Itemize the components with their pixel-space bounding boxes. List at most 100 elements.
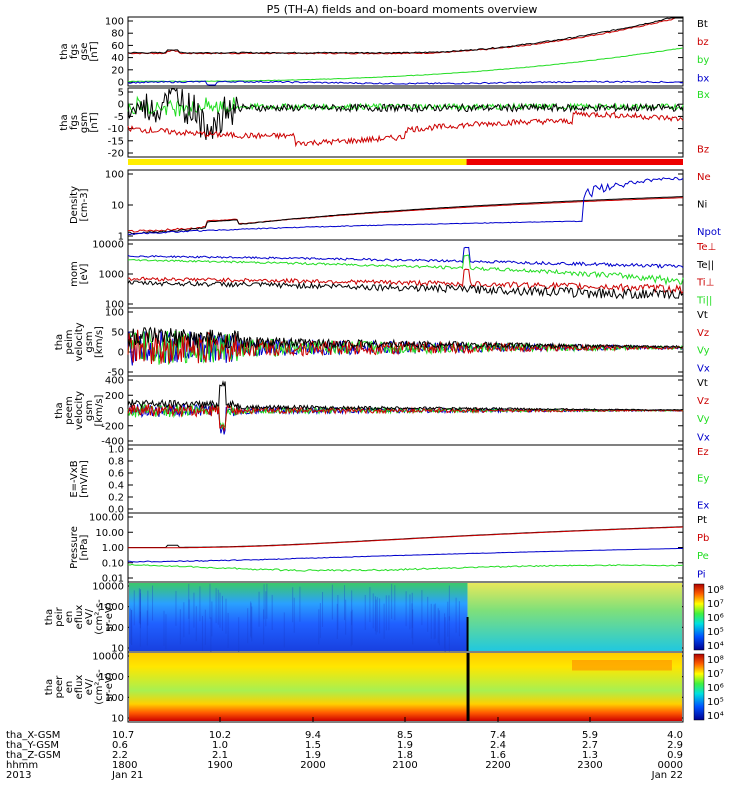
trace-bx bbox=[127, 80, 684, 86]
legend-pb: Pb bbox=[697, 533, 709, 544]
y-tick-label: 1.0 bbox=[108, 445, 124, 456]
footer-value: 2.1 bbox=[212, 750, 228, 761]
y-axis-label: sr-eV) bbox=[104, 602, 115, 631]
y-tick-label: 10.00 bbox=[95, 528, 124, 539]
legend-bt: Bt bbox=[697, 19, 708, 30]
spectrogram-texture bbox=[225, 598, 227, 634]
y-tick-label: 50 bbox=[111, 328, 124, 339]
spectrogram-texture bbox=[129, 608, 131, 644]
y-axis-label: eV/ bbox=[84, 678, 95, 695]
footer-value: 1.0 bbox=[212, 740, 228, 751]
trace-ne bbox=[128, 197, 684, 233]
y-tick-label: 100 bbox=[105, 693, 124, 704]
y-tick-label: 100.00 bbox=[89, 513, 124, 524]
footer-value: 4.0 bbox=[667, 730, 683, 741]
trace-npot bbox=[127, 176, 684, 236]
spectrogram-texture bbox=[163, 610, 165, 646]
footer-value: 0000 bbox=[658, 760, 683, 771]
y-tick-label: 0 bbox=[118, 348, 124, 359]
legend-by: by bbox=[697, 55, 709, 66]
footer-row-label: hhmm bbox=[6, 760, 38, 771]
spectrogram-texture bbox=[411, 603, 413, 639]
colorbar-label: 10⁴ bbox=[707, 641, 724, 652]
trace-vt bbox=[127, 326, 684, 350]
y-tick-label: 0 bbox=[118, 100, 124, 111]
y-axis-label: tha bbox=[59, 114, 70, 130]
legend-ez: Ez bbox=[697, 447, 709, 458]
spectrogram-texture bbox=[219, 592, 221, 628]
data-gap bbox=[466, 653, 470, 721]
spectrogram-texture bbox=[188, 599, 190, 635]
y-axis-label: velocity bbox=[74, 391, 85, 430]
legend-vt: Vt bbox=[697, 310, 708, 321]
panel-10: 10000 1000 100 10 tha peer en eflux eV/(cm²-s-sr… bbox=[44, 651, 724, 725]
spectrogram-texture bbox=[412, 609, 414, 645]
y-axis-label: sr-eV) bbox=[104, 672, 115, 701]
spectrogram-texture bbox=[201, 615, 203, 651]
y-tick-label: 100 bbox=[105, 308, 124, 319]
spectrogram-texture bbox=[217, 589, 219, 625]
trace-bz-gsm bbox=[127, 109, 684, 148]
y-tick-label: 200 bbox=[105, 391, 124, 402]
spectrogram-texture bbox=[351, 609, 353, 645]
footer-value: 2200 bbox=[485, 760, 510, 771]
y-axis-label: [nT] bbox=[89, 112, 100, 132]
y-tick-label: 10 bbox=[111, 644, 124, 655]
y-tick-label: 5 bbox=[118, 88, 124, 99]
panel-frame bbox=[127, 444, 684, 514]
panel-2: 50-5-10-15 -20 tha fgs gsm [nT] Bx Bz bbox=[59, 87, 710, 165]
panel-4: 10000 1000 100 mom [eV] Te⊥ Te|| Ti⊥ Ti|| bbox=[69, 239, 716, 311]
spectrogram-texture bbox=[133, 590, 135, 626]
colorbar-label: 10⁵ bbox=[707, 627, 724, 638]
y-tick-label: 1000 bbox=[99, 602, 124, 613]
y-axis-label: en bbox=[64, 611, 75, 624]
spectrogram-texture bbox=[331, 584, 333, 620]
spectrogram-texture bbox=[188, 583, 190, 619]
spectrogram-texture bbox=[421, 590, 423, 626]
footer-value: 1.9 bbox=[305, 750, 321, 761]
spectrogram-texture bbox=[147, 590, 149, 626]
spectrogram-texture bbox=[131, 610, 133, 646]
legend-bx: bx bbox=[697, 73, 709, 84]
y-axis-label: peir bbox=[54, 606, 65, 626]
y-axis-label: peer bbox=[54, 675, 65, 699]
footer-value: 1.5 bbox=[305, 740, 321, 751]
y-tick-label: 40 bbox=[111, 53, 124, 64]
footer-value: 1.9 bbox=[397, 740, 413, 751]
y-axis-label: gsm bbox=[84, 331, 95, 352]
footer-value: 10.7 bbox=[112, 730, 134, 741]
trace-ti-para bbox=[127, 254, 684, 286]
trace-by-gsm bbox=[127, 87, 684, 140]
spectrogram-texture bbox=[131, 609, 133, 645]
legend-ne: Ne bbox=[697, 172, 711, 183]
y-axis-label: peem bbox=[64, 396, 75, 424]
trace-pb bbox=[128, 526, 684, 549]
y-tick-label: 60 bbox=[111, 41, 124, 52]
mode-bar-fast bbox=[466, 159, 683, 165]
y-tick-label: 0.10 bbox=[102, 558, 124, 569]
y-axis-label: gsm bbox=[79, 112, 90, 133]
y-axis-label: mom bbox=[69, 261, 80, 287]
y-tick-label: -20 bbox=[108, 149, 124, 160]
panel-9: 10000 1000 100 10 tha peir en eflux eV/(cm²-s-sr… bbox=[44, 581, 724, 655]
spectrogram-texture bbox=[251, 606, 253, 642]
spectrogram-texture bbox=[195, 606, 197, 642]
spectrogram-texture bbox=[250, 603, 252, 639]
y-axis-label: Density bbox=[69, 186, 80, 224]
y-axis-label: eV/ bbox=[84, 608, 95, 625]
spectrogram-texture bbox=[345, 599, 347, 635]
colorbar-label: 10⁶ bbox=[707, 683, 724, 694]
spectrogram-texture bbox=[336, 603, 338, 639]
y-axis-label: [km/s] bbox=[94, 326, 105, 358]
y-tick-label: 0.0 bbox=[108, 505, 124, 516]
spectrogram-texture bbox=[258, 591, 260, 627]
y-tick-label: -10 bbox=[108, 124, 124, 135]
spectrogram-texture bbox=[266, 583, 268, 619]
legend-npot: Npot bbox=[697, 227, 721, 238]
y-axis-label: [km/s] bbox=[94, 394, 105, 426]
footer-value: 1800 bbox=[112, 760, 137, 771]
spectrogram-texture bbox=[430, 603, 432, 639]
legend-vx: Vx bbox=[697, 432, 710, 443]
y-axis-label: (cm²-s- bbox=[94, 669, 105, 705]
